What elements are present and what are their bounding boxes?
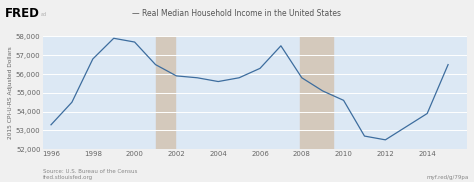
- Bar: [300, 36, 333, 149]
- Text: FRED: FRED: [5, 7, 40, 20]
- Bar: [155, 36, 175, 149]
- Text: Source: U.S. Bureau of the Census
fred.stlouisfed.org: Source: U.S. Bureau of the Census fred.s…: [43, 169, 137, 180]
- Text: ad: ad: [40, 12, 46, 17]
- Text: — Real Median Household Income in the United States: — Real Median Household Income in the Un…: [133, 9, 341, 18]
- Y-axis label: 2015 CPI-U-RS Adjusted Dollars: 2015 CPI-U-RS Adjusted Dollars: [8, 46, 13, 139]
- Text: myf.red/g/79pa: myf.red/g/79pa: [427, 175, 469, 180]
